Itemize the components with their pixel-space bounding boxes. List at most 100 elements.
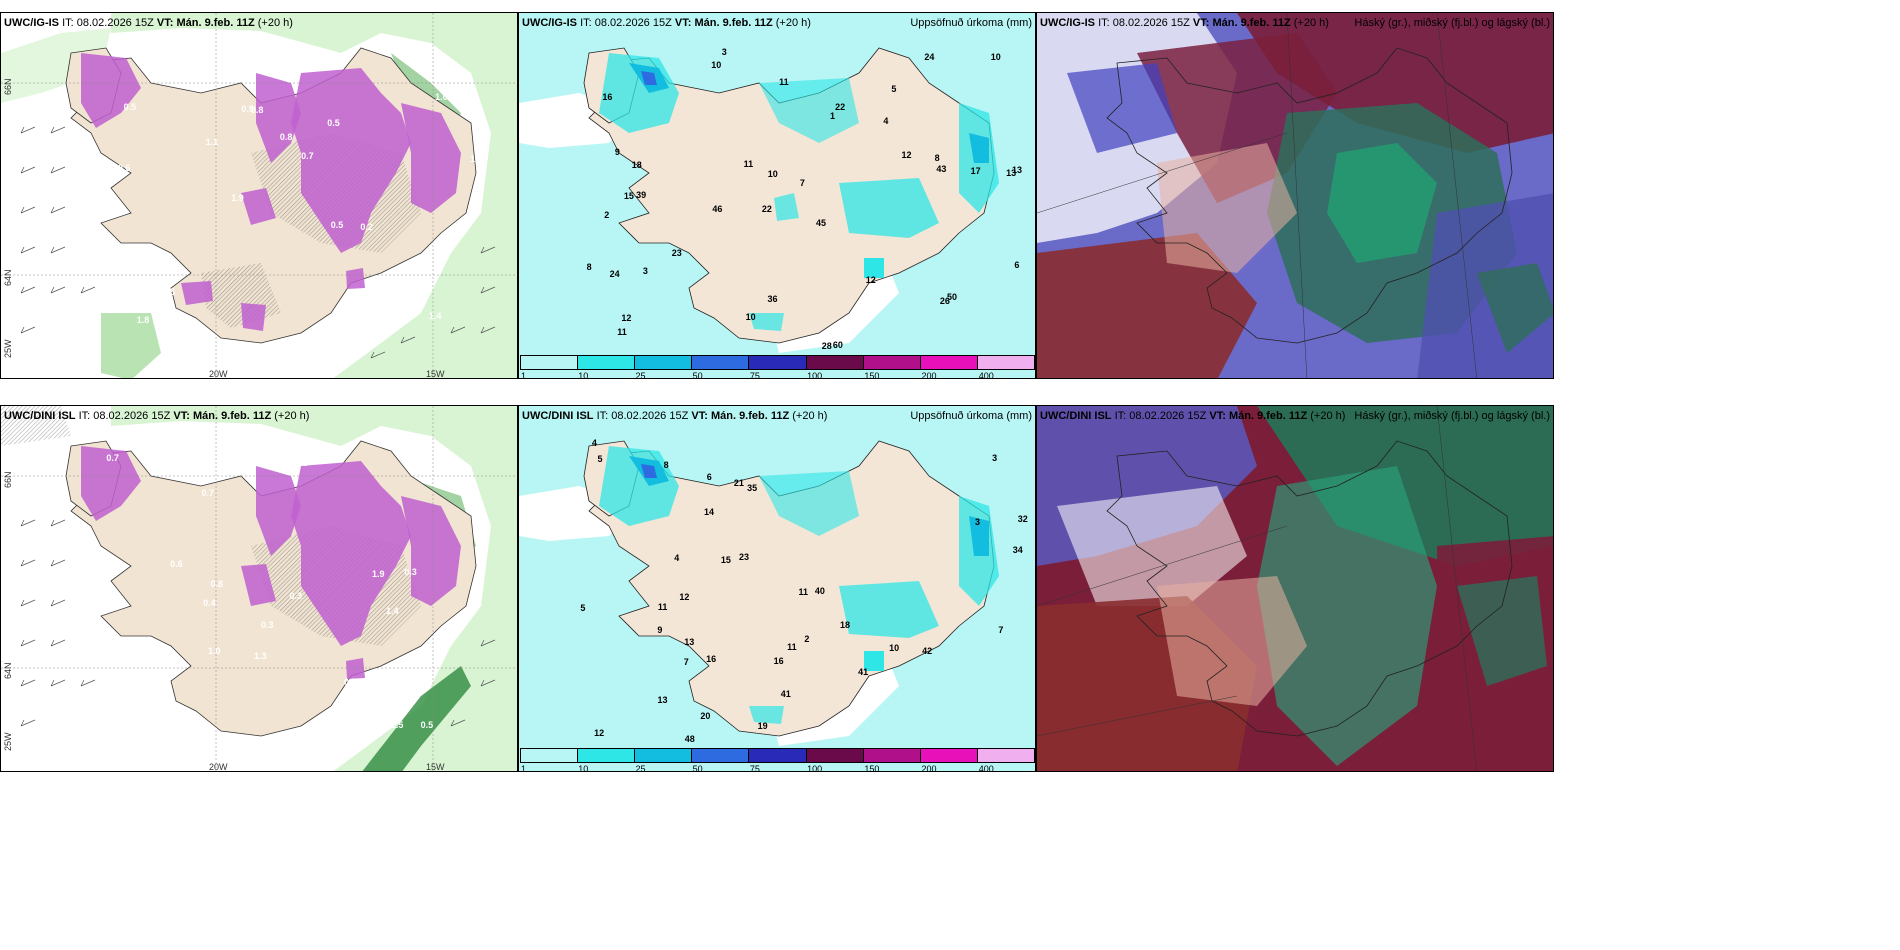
precip-value-label: 11 <box>798 587 809 598</box>
snow-map-graphic <box>1 406 517 771</box>
lon-label-15w: 15W <box>426 762 445 772</box>
colorbar-label: 75 <box>749 371 760 379</box>
snow-value-label: 0.8 <box>149 453 162 463</box>
colorbar-label: 200 <box>921 371 937 379</box>
precip-value-label: 41 <box>858 666 869 677</box>
precip-value-label: 16 <box>706 653 717 664</box>
model-name: UWC/DINI ISL <box>522 410 594 422</box>
colorbar-swatch <box>863 749 921 762</box>
precip-value-label: 6 <box>706 472 712 483</box>
lead-time: (+20 h) <box>1293 17 1329 29</box>
precip-value-label: 3 <box>992 452 998 463</box>
precip-value-label: 12 <box>594 727 605 738</box>
snow-value-label: 0.3 <box>260 620 274 631</box>
colorbar-label: 75 <box>749 764 760 772</box>
colorbar-label: 400 <box>978 371 994 379</box>
precip-value-label: 7 <box>998 624 1004 635</box>
colorbar-swatch <box>863 356 921 369</box>
snow-value-label: 0.4 <box>243 64 256 75</box>
precip-value-label: 10 <box>889 642 900 653</box>
precip-value-label: 16 <box>602 92 613 103</box>
precip-value-label: 22 <box>761 204 772 215</box>
lat-label-64n: 64N <box>3 269 13 286</box>
precip-value-label: 11 <box>787 641 797 652</box>
colorbar-swatch <box>521 749 579 762</box>
model-name: UWC/DINI ISL <box>4 410 76 422</box>
precip-value-label: 4 <box>674 553 680 564</box>
row2-snow-header: UWC/DINI ISL IT: 08.02.2026 15Z VT: Mán.… <box>4 410 309 422</box>
snow-value-label: 0.7 <box>301 151 314 162</box>
snow-value-label: 1.0 <box>435 91 448 102</box>
precip-value-label: 4 <box>883 116 889 127</box>
precip-value-label: 60 <box>832 339 843 350</box>
precip-value-label: 48 <box>684 733 695 744</box>
lon-label-15w: 15W <box>426 369 445 379</box>
precip-value-label: 12 <box>621 312 632 323</box>
precip-title: Uppsöfnuð úrkoma (mm) <box>910 17 1032 29</box>
snow-value-label: 0.8 <box>250 105 264 116</box>
model-name: UWC/IG-IS <box>4 17 59 29</box>
precip-value-label: 28 <box>821 340 832 351</box>
colorbar-label: 25 <box>635 764 646 772</box>
it-value: 08.02.2026 15Z <box>1112 17 1190 29</box>
precip-value-label: 12 <box>679 592 690 603</box>
precip-value-label: 34 <box>1012 544 1023 555</box>
snow-value-label: 0.5 <box>327 117 340 128</box>
precip-value-label: 2 <box>604 209 610 220</box>
precip-value-label: 18 <box>631 160 642 171</box>
panel-row2-snow-map: UWC/DINI ISL IT: 08.02.2026 15Z VT: Mán.… <box>0 405 518 772</box>
clouds-map-graphic <box>1037 13 1553 378</box>
precip-value-label: 18 <box>840 619 851 630</box>
lead-time: (+20 h) <box>1310 410 1346 422</box>
vt-value: Mán. 9.feb. 11Z <box>710 410 790 422</box>
precip-value-label: 5 <box>597 453 603 464</box>
precip-value-label: 8 <box>663 459 669 470</box>
snow-value-label: 1.8 <box>136 314 150 325</box>
model-name: UWC/IG-IS <box>1040 17 1095 29</box>
colorbar-swatch <box>806 749 864 762</box>
precip-value-label: 12 <box>865 274 876 285</box>
precip-value-label: 13 <box>1006 168 1017 179</box>
precip-value-label: 50 <box>947 292 958 303</box>
precip-value-label: 5 <box>891 83 897 94</box>
snow-value-label: 0.5 <box>420 720 434 731</box>
it-value: 08.02.2026 15Z <box>1129 410 1207 422</box>
precip-value-label: 10 <box>711 59 722 70</box>
colorbar-label: 200 <box>921 764 937 772</box>
it-label: IT: <box>1098 17 1110 29</box>
precip-value-label: 21 <box>733 478 744 489</box>
snow-value-label: 0.7 <box>106 452 119 463</box>
precip-value-label: 11 <box>779 77 789 88</box>
precip-value-label: 7 <box>799 178 805 189</box>
colorbar-label: 150 <box>864 371 880 379</box>
precip-value-label: 10 <box>745 311 756 322</box>
vt-label: VT: <box>173 410 190 422</box>
snow-value-label: 0.8 <box>210 579 223 590</box>
vt-label: VT: <box>691 410 708 422</box>
it-label: IT: <box>62 17 74 29</box>
row1-precip-header: UWC/IG-IS IT: 08.02.2026 15Z VT: Mán. 9.… <box>522 17 811 29</box>
snow-value-label: 0.4 <box>130 255 143 266</box>
lat-label-66n: 66N <box>3 78 13 95</box>
snow-value-label: 1.9 <box>231 193 244 204</box>
it-value: 08.02.2026 15Z <box>611 410 689 422</box>
clouds-map-graphic <box>1037 406 1553 771</box>
lead-time: (+20 h) <box>274 410 310 422</box>
precip-value-label: 40 <box>814 586 825 597</box>
it-label: IT: <box>580 17 592 29</box>
snow-value-label: 0.7 <box>201 488 214 499</box>
snow-value-label: 0.5 <box>123 101 137 112</box>
precip-value-label: 24 <box>609 268 620 279</box>
snow-value-label: 0.3 <box>289 590 302 601</box>
precip-value-label: 24 <box>924 51 935 62</box>
colorbar-label: 1 <box>521 371 527 379</box>
precip-value-label: 35 <box>747 482 758 493</box>
precip-colorbar <box>520 355 1035 370</box>
snow-value-label: 0.5 <box>330 220 344 231</box>
snow-value-label: 0.8 <box>279 131 293 142</box>
row2-precip-header: UWC/DINI ISL IT: 08.02.2026 15Z VT: Mán.… <box>522 410 827 422</box>
colorbar-label: 1 <box>521 764 527 772</box>
vt-label: VT: <box>156 17 174 29</box>
row2-clouds-header: UWC/DINI ISL IT: 08.02.2026 15Z VT: Mán.… <box>1040 410 1345 422</box>
colorbar-swatch <box>578 356 636 369</box>
